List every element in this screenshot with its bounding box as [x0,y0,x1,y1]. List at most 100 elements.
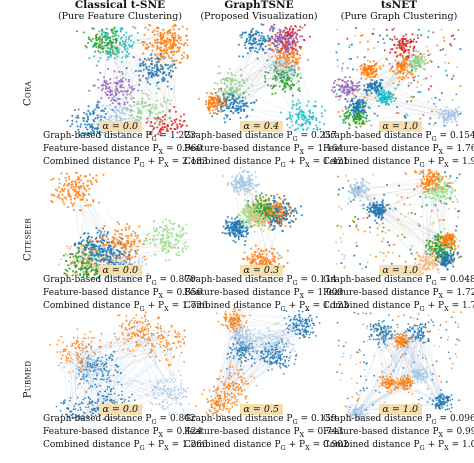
node-point [136,234,139,237]
node-point [95,277,98,280]
node-point [88,235,91,238]
graph-edge [86,47,168,131]
node-point [150,52,153,55]
node-point [99,57,102,60]
node-point [385,92,388,95]
node-point [79,209,83,212]
node-point [360,110,363,113]
node-point [97,229,101,232]
node-point [98,247,101,250]
node-point [177,34,180,37]
node-point [275,75,278,79]
node-point [416,86,419,89]
node-point [111,259,114,262]
node-point [405,113,408,116]
node-point [101,30,104,33]
node-point [363,123,366,126]
node-point [301,124,304,127]
node-point [157,58,160,61]
node-point [100,42,103,45]
node-point [71,114,74,117]
node-point [177,251,180,254]
node-point [128,251,131,254]
node-point [314,105,318,108]
node-point [403,47,406,50]
node-point [268,37,271,40]
node-point [150,60,153,63]
node-point [128,78,131,81]
node-point [419,117,422,120]
node-point [157,132,160,135]
node-point [286,73,289,76]
node-point [284,26,287,29]
node-point [292,84,295,87]
node-point [296,127,299,130]
node-point [87,232,90,235]
node-point [159,33,163,36]
node-point [151,125,154,128]
node-point [98,30,101,33]
node-point [301,114,304,117]
node-point [120,70,123,73]
node-point [120,262,123,265]
node-point [130,248,133,251]
node-point [115,257,118,260]
node-point [154,244,157,247]
node-point [228,67,232,71]
node-point [378,65,382,68]
node-point [165,234,168,237]
node-point [397,60,400,64]
node-point [95,64,98,67]
node-point [184,130,187,133]
node-point [427,30,430,33]
node-point [77,267,80,270]
node-point [166,226,169,229]
node-point [314,100,317,103]
node-point [101,115,104,118]
node-point [221,102,224,105]
node-point [276,77,279,80]
node-point [371,86,374,89]
node-point [269,68,272,72]
node-point [109,260,112,263]
node-point [276,31,279,35]
node-point [455,93,458,96]
node-point [394,72,398,75]
node-point [297,99,300,102]
node-point [361,100,364,103]
node-point [405,33,408,36]
node-point [155,61,158,64]
node-point [127,227,131,230]
node-point [243,104,246,107]
node-point [237,193,240,196]
node-point [126,239,130,242]
node-point [400,52,403,55]
node-point [155,27,158,30]
node-point [106,258,109,261]
node-point [159,238,162,241]
node-point [337,88,340,92]
node-point [132,241,135,244]
node-point [352,107,355,110]
node-point [125,54,128,57]
node-point [282,59,285,62]
node-point [237,43,240,46]
node-point [181,124,184,127]
node-point [68,177,71,180]
node-point [208,102,211,105]
node-point [153,66,156,69]
node-point [88,173,91,176]
graph-edge [85,174,132,251]
node-point [242,108,246,111]
node-point [292,71,295,74]
node-point [240,74,243,77]
node-point [178,61,181,64]
node-point [186,54,189,57]
node-point [231,94,234,97]
node-point [445,74,448,77]
node-point [173,63,176,66]
node-point [115,96,118,100]
node-point [168,241,171,244]
node-point [153,33,156,36]
node-point [156,33,159,36]
